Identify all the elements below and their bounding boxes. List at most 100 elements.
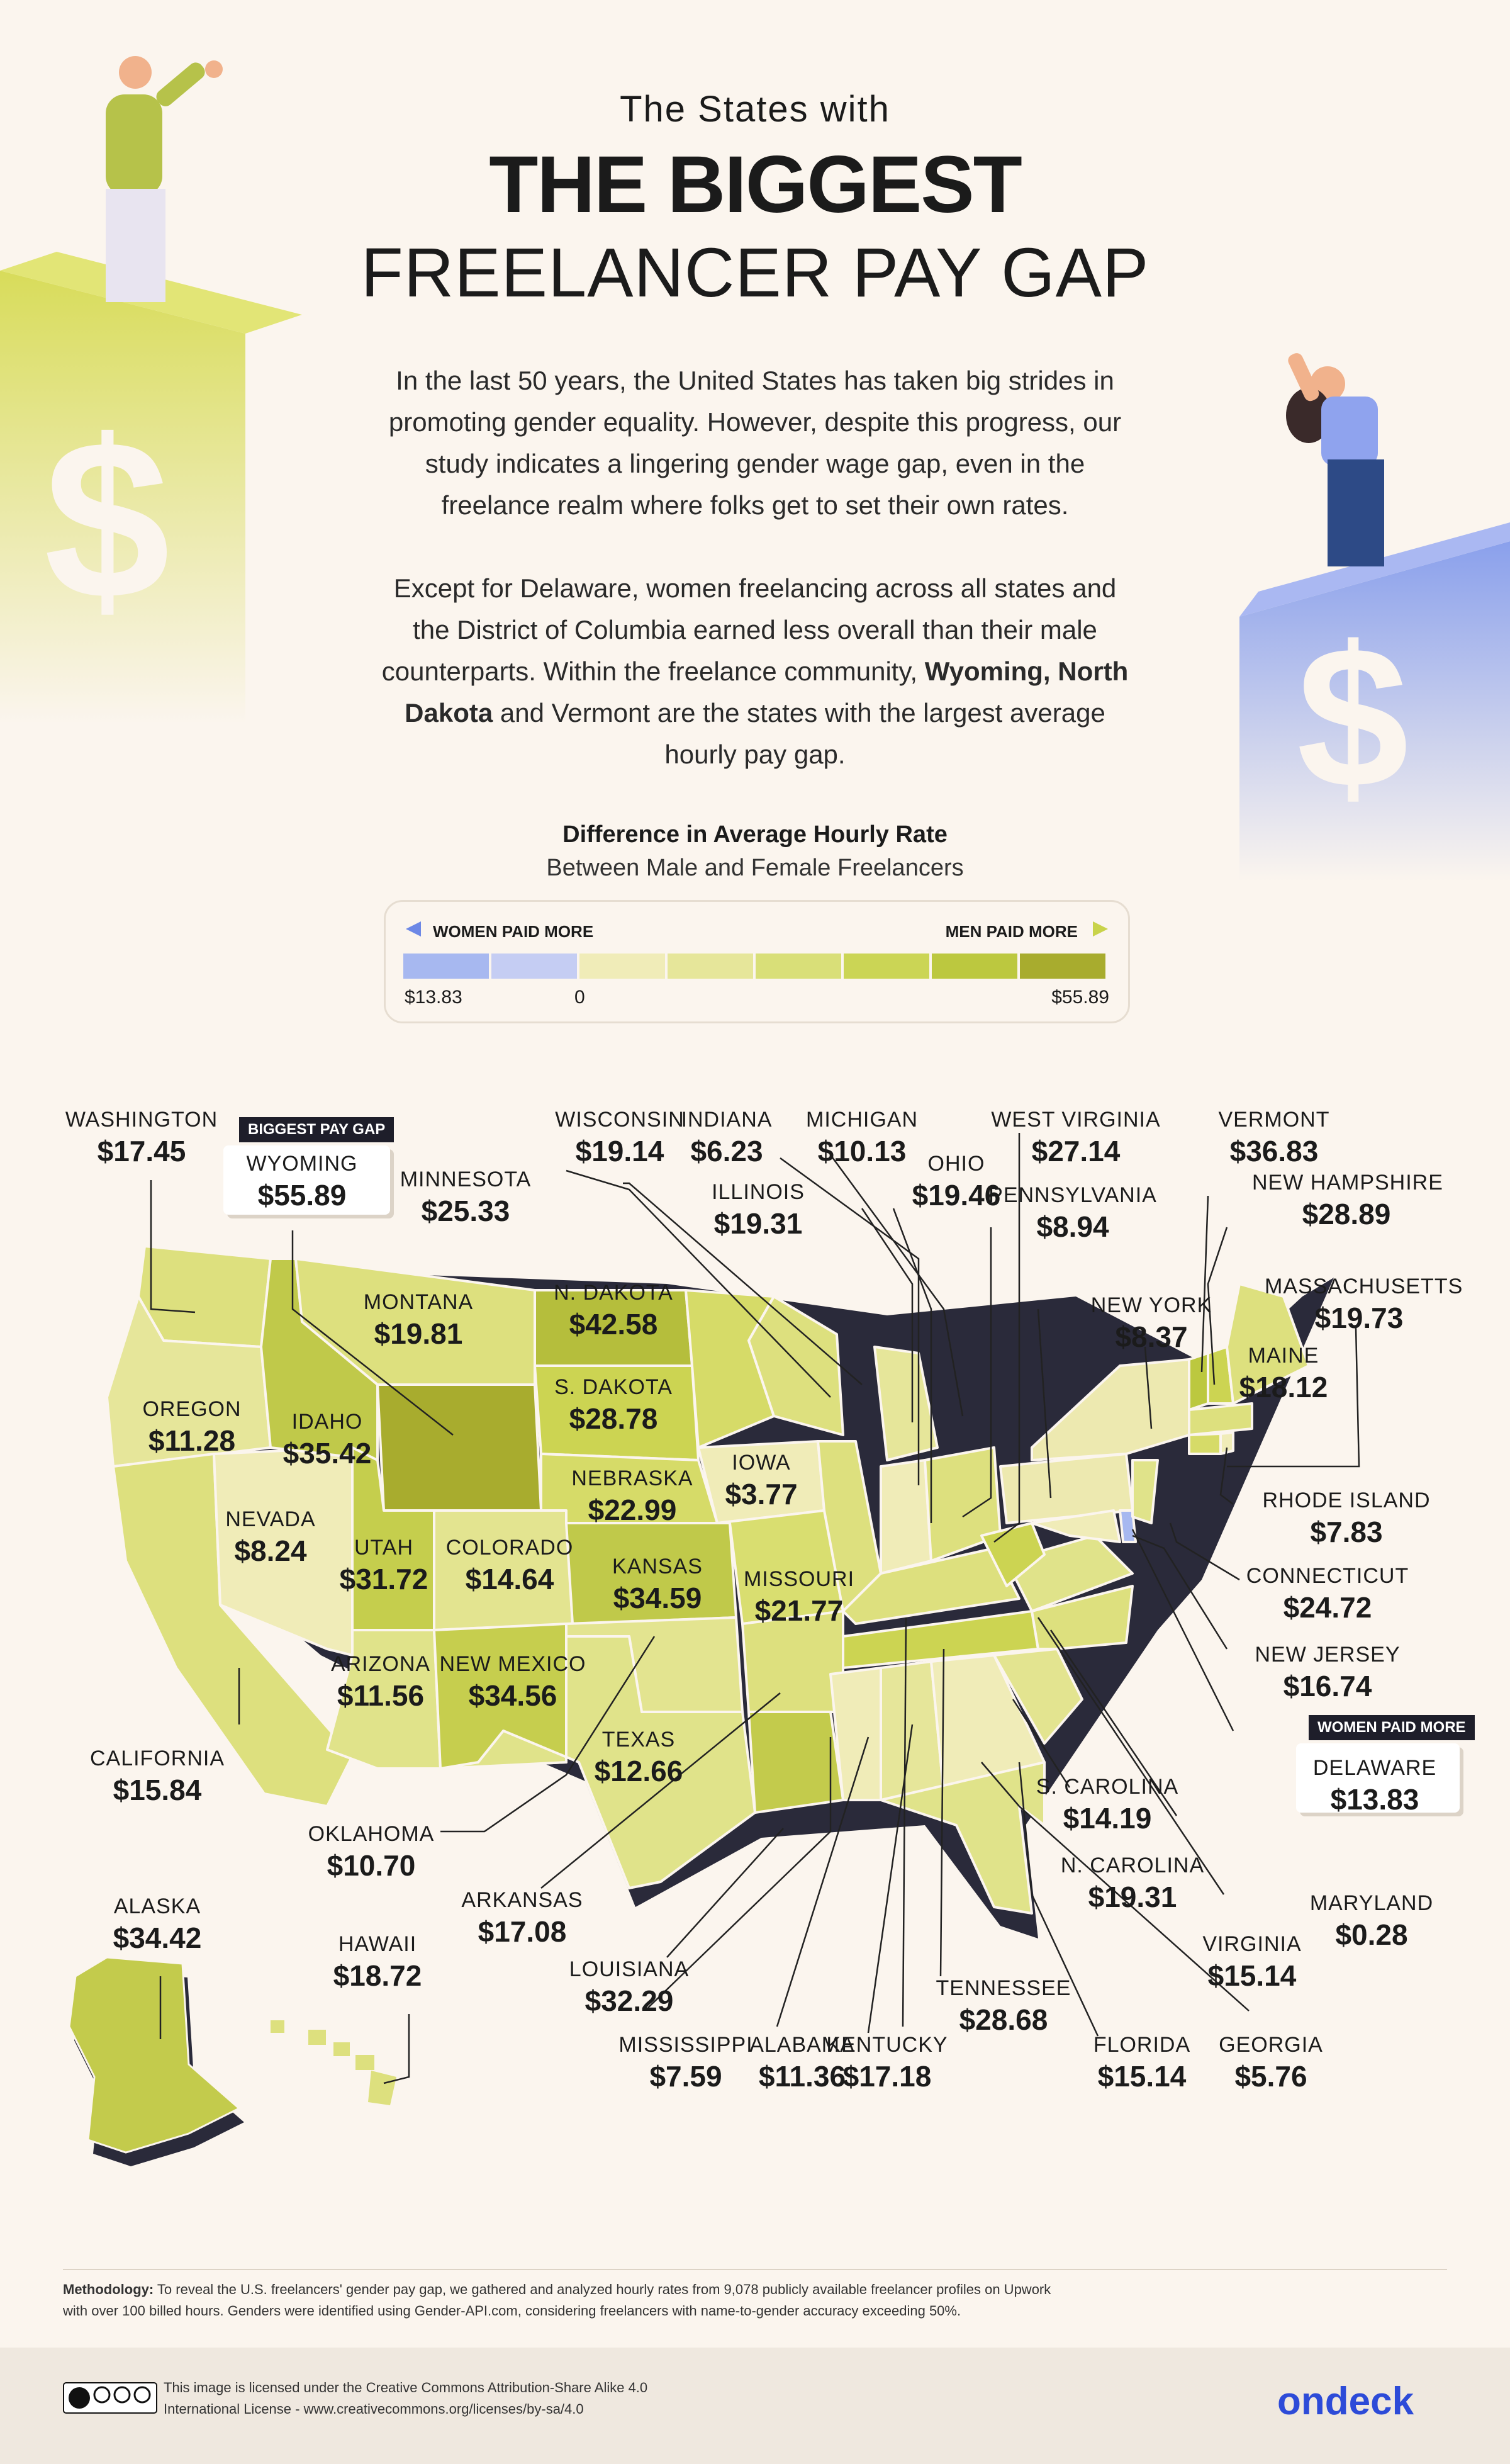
legend-segment bbox=[403, 954, 489, 979]
intro-line: counterparts. Within the freelance commu… bbox=[381, 656, 1129, 686]
state-value-label: $12.66 bbox=[594, 1755, 683, 1787]
woman-illustration bbox=[1286, 353, 1384, 566]
intro-line: Dakota and Vermont are the states with t… bbox=[405, 698, 1105, 728]
state-value-label: $31.72 bbox=[339, 1563, 428, 1595]
state-value-label: $19.46 bbox=[912, 1179, 1001, 1212]
state-name-label: WASHINGTON bbox=[65, 1108, 218, 1132]
cc-license-icon bbox=[63, 2382, 157, 2414]
us-map bbox=[68, 1133, 1360, 2166]
state-name-label: NEBRASKA bbox=[571, 1466, 693, 1490]
state-connecticut bbox=[1188, 1432, 1222, 1455]
state-name-label: TEXAS bbox=[601, 1728, 676, 1752]
state-name-label: INDIANA bbox=[681, 1108, 773, 1132]
state-delaware bbox=[1119, 1509, 1137, 1543]
state-value-label: $19.31 bbox=[1088, 1881, 1177, 1913]
state-value-label: $8.37 bbox=[1115, 1320, 1188, 1353]
legend-segment bbox=[1020, 954, 1105, 979]
state-name-label: MICHIGAN bbox=[806, 1108, 918, 1132]
state-value-label: $14.19 bbox=[1063, 1802, 1152, 1835]
state-name-label: MINNESOTA bbox=[400, 1167, 532, 1191]
page-title: THE BIGGEST bbox=[489, 140, 1022, 230]
state-name-label: VERMONT bbox=[1218, 1108, 1330, 1132]
state-value-label: $17.45 bbox=[97, 1135, 186, 1167]
intro-line: study indicates a lingering gender wage … bbox=[425, 449, 1085, 478]
state-value-label: $19.73 bbox=[1314, 1302, 1404, 1334]
state-new-jersey bbox=[1131, 1459, 1159, 1524]
legend-segment bbox=[579, 954, 665, 979]
arrow-right-icon bbox=[1093, 921, 1108, 937]
state-value-label: $11.36 bbox=[758, 2060, 846, 2093]
right-pedestal bbox=[1239, 541, 1510, 881]
state-indiana bbox=[880, 1459, 932, 1575]
state-value-label: $55.89 bbox=[257, 1179, 347, 1212]
state-name-label: RHODE ISLAND bbox=[1262, 1488, 1431, 1512]
biggest-gap-tag: BIGGEST PAY GAP bbox=[239, 1117, 394, 1142]
state-name-label: OKLAHOMA bbox=[308, 1822, 435, 1846]
state-value-label: $16.74 bbox=[1283, 1670, 1372, 1702]
state-value-label: $5.76 bbox=[1234, 2060, 1307, 2093]
intro-line: the District of Columbia earned less ove… bbox=[413, 615, 1097, 644]
state-name-label: ILLINOIS bbox=[712, 1180, 805, 1204]
state-value-label: $34.42 bbox=[113, 1921, 202, 1954]
state-value-label: $32.29 bbox=[584, 1984, 674, 2017]
legend-segment bbox=[491, 954, 577, 979]
state-name-label: WYOMING bbox=[246, 1152, 358, 1176]
state-value-label: $13.83 bbox=[1330, 1783, 1419, 1816]
state-name-label: CALIFORNIA bbox=[89, 1747, 225, 1770]
state-value-label: $11.56 bbox=[337, 1679, 425, 1712]
state-massachusetts bbox=[1188, 1402, 1253, 1436]
state-value-label: $10.13 bbox=[817, 1135, 907, 1167]
state-value-label: $28.89 bbox=[1302, 1198, 1391, 1230]
ondeck-logo: ondeck bbox=[1277, 2380, 1414, 2423]
state-name-label: NEW YORK bbox=[1090, 1293, 1212, 1317]
state-alaska bbox=[68, 1956, 244, 2166]
state-value-label: $17.18 bbox=[842, 2060, 932, 2093]
state-value-label: $34.56 bbox=[468, 1679, 557, 1712]
state-value-label: $10.70 bbox=[327, 1849, 416, 1882]
state-name-label: COLORADO bbox=[445, 1536, 574, 1560]
state-texas bbox=[439, 1635, 756, 1889]
delaware-badge bbox=[1296, 1743, 1460, 1813]
state-value-label: $7.83 bbox=[1310, 1516, 1383, 1548]
state-value-label: $36.83 bbox=[1229, 1135, 1319, 1167]
state-name-label: WISCONSIN bbox=[555, 1108, 685, 1132]
state-name-label: N. DAKOTA bbox=[554, 1281, 673, 1305]
state-name-label: MAINE bbox=[1248, 1344, 1319, 1368]
state-name-label: NEW MEXICO bbox=[439, 1652, 586, 1676]
legend-max: $55.89 bbox=[1051, 987, 1109, 1008]
state-name-label: S. CAROLINA bbox=[1036, 1775, 1179, 1799]
legend-title: Difference in Average Hourly Rate bbox=[562, 821, 948, 848]
color-legend: WOMEN PAID MORE MEN PAID MORE $13.83 0 $… bbox=[384, 900, 1130, 1023]
state-name-label: OREGON bbox=[142, 1397, 242, 1421]
legend-left-label: WOMEN PAID MORE bbox=[433, 922, 594, 941]
title-top: The States with bbox=[620, 89, 890, 130]
callout-lines bbox=[150, 1133, 1360, 2084]
state-value-label: $3.77 bbox=[725, 1478, 798, 1510]
state-value-label: $11.28 bbox=[148, 1424, 236, 1457]
state-value-label: $6.23 bbox=[690, 1135, 763, 1167]
intro-line: Except for Delaware, women freelancing a… bbox=[393, 573, 1117, 603]
state-michigan bbox=[873, 1346, 939, 1461]
intro-line: promoting gender equality. However, desp… bbox=[388, 407, 1122, 437]
state-name-label: NEW JERSEY bbox=[1255, 1643, 1401, 1667]
state-name-label: CONNECTICUT bbox=[1246, 1564, 1409, 1588]
state-name-label: TENNESSEE bbox=[936, 1976, 1071, 2000]
legend-zero: 0 bbox=[574, 987, 585, 1008]
wyoming-badge bbox=[223, 1145, 390, 1215]
intro-paragraph-1: In the last 50 years, the United States … bbox=[315, 360, 1195, 526]
state-wisconsin bbox=[747, 1295, 844, 1436]
state-rhode-island bbox=[1219, 1431, 1234, 1455]
state-value-label: $18.12 bbox=[1239, 1371, 1328, 1404]
title-bottom: FREELANCER PAY GAP bbox=[361, 234, 1149, 312]
intro-paragraph-2: Except for Delaware, women freelancing a… bbox=[315, 568, 1195, 775]
state-name-label: OHIO bbox=[927, 1152, 985, 1176]
state-name-label: MISSOURI bbox=[743, 1567, 855, 1591]
intro-line: freelance realm where folks get to set t… bbox=[441, 490, 1069, 520]
intro-line: In the last 50 years, the United States … bbox=[396, 366, 1114, 395]
legend-segment bbox=[668, 954, 753, 979]
state-value-label: $15.14 bbox=[1097, 2060, 1187, 2093]
state-value-label: $42.58 bbox=[569, 1308, 658, 1341]
man-illustration bbox=[106, 56, 223, 302]
state-hawaii bbox=[271, 2020, 396, 2105]
state-name-label: LOUISIANA bbox=[569, 1957, 690, 1981]
